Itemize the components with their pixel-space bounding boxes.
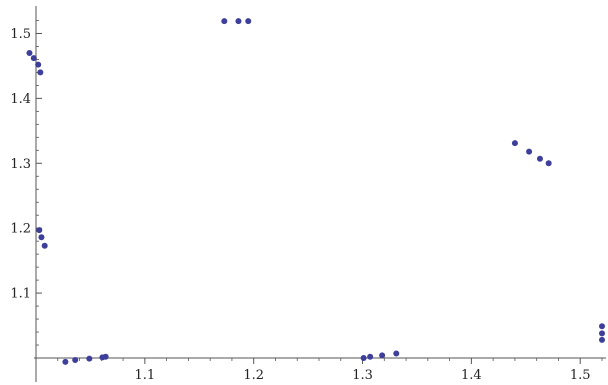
data-point bbox=[30, 55, 37, 62]
data-point bbox=[599, 336, 605, 343]
x-tick-label: 1.3 bbox=[352, 368, 373, 383]
data-point bbox=[545, 160, 552, 167]
data-point bbox=[367, 353, 374, 360]
y-tick-label: 1.1 bbox=[10, 287, 31, 302]
data-point bbox=[360, 355, 367, 361]
y-tick-label: 1.3 bbox=[10, 157, 31, 172]
data-point bbox=[511, 140, 518, 147]
y-tick-label: 1.4 bbox=[10, 92, 31, 107]
axes bbox=[34, 6, 606, 382]
data-point bbox=[536, 155, 543, 162]
data-point bbox=[526, 148, 533, 155]
data-point bbox=[245, 18, 252, 25]
x-tick-label: 1.2 bbox=[243, 368, 264, 383]
data-point bbox=[599, 330, 605, 337]
data-point bbox=[37, 69, 44, 76]
y-tick-label: 1.2 bbox=[10, 222, 31, 237]
x-tick-label: 1.1 bbox=[135, 368, 156, 383]
y-ticks: 1.1 1.2 1.3 1.4 1.5 bbox=[10, 20, 42, 346]
data-point bbox=[86, 355, 93, 362]
data-point bbox=[35, 61, 42, 68]
data-point bbox=[599, 323, 605, 330]
data-point bbox=[26, 49, 33, 56]
data-point bbox=[62, 358, 69, 365]
data-point bbox=[38, 234, 45, 241]
data-point bbox=[102, 353, 109, 360]
y-tick-label: 1.5 bbox=[10, 27, 31, 42]
data-points bbox=[26, 18, 605, 365]
data-point bbox=[41, 242, 48, 249]
data-point bbox=[221, 18, 228, 25]
x-ticks: 1.1 1.2 1.3 1.4 1.5 bbox=[57, 358, 603, 383]
x-tick-label: 1.4 bbox=[461, 368, 482, 383]
data-point bbox=[36, 227, 43, 234]
data-point bbox=[235, 18, 242, 25]
data-point bbox=[72, 356, 79, 363]
data-point bbox=[379, 352, 386, 359]
x-tick-label: 1.5 bbox=[570, 368, 591, 383]
data-point bbox=[393, 350, 400, 357]
